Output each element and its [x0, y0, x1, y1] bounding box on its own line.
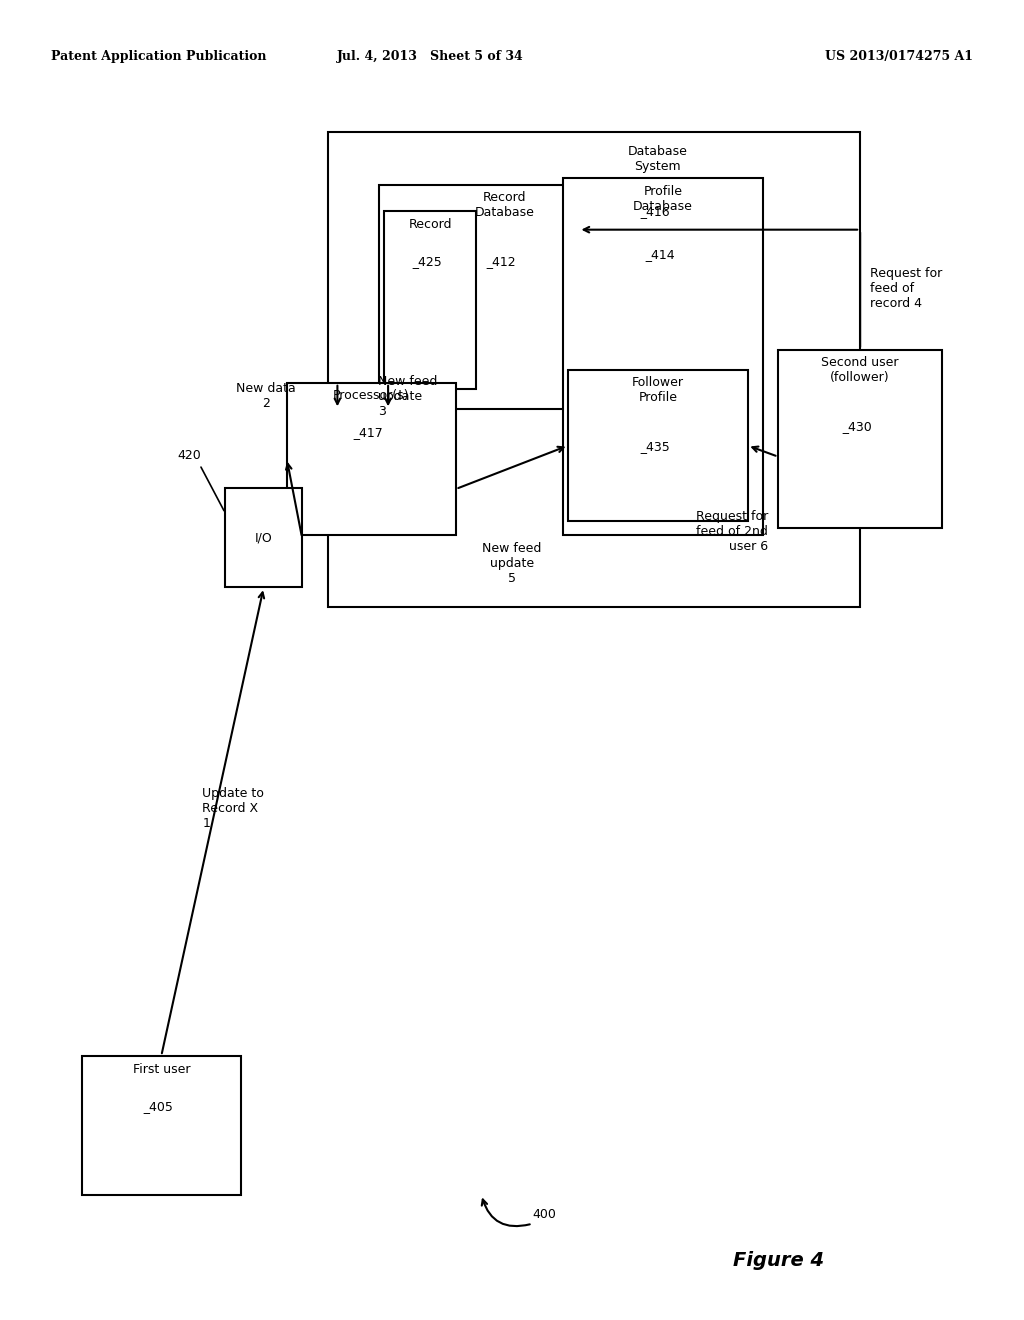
Text: ̲̲̲̲̲̲412: ̲̲̲̲̲̲412: [493, 255, 516, 268]
Text: Processor(s): Processor(s): [333, 389, 410, 403]
Text: ̲̲̲̲̲430: ̲̲̲̲̲430: [848, 420, 872, 433]
FancyBboxPatch shape: [287, 383, 456, 535]
Text: New feed
update
5: New feed update 5: [482, 543, 542, 585]
Text: Figure 4: Figure 4: [733, 1251, 823, 1270]
Text: 400: 400: [532, 1208, 556, 1221]
Text: ̲̲̲̲̲̲414: ̲̲̲̲̲̲414: [651, 248, 675, 261]
Text: US 2013/0174275 A1: US 2013/0174275 A1: [824, 50, 973, 63]
Text: Record
Database: Record Database: [475, 191, 535, 219]
FancyBboxPatch shape: [379, 185, 579, 409]
Text: New data
2: New data 2: [236, 381, 296, 411]
FancyBboxPatch shape: [82, 1056, 241, 1195]
Text: Database
System: Database System: [628, 145, 688, 173]
FancyBboxPatch shape: [568, 370, 748, 521]
Text: Request for
feed of
record 4: Request for feed of record 4: [870, 267, 943, 310]
Text: ̲̲̲̲̲̲̲417: ̲̲̲̲̲̲̲417: [359, 426, 383, 440]
Text: Profile
Database: Profile Database: [633, 185, 693, 213]
FancyBboxPatch shape: [328, 132, 860, 607]
Text: ̲̲̲̲̲435: ̲̲̲̲̲435: [646, 440, 670, 453]
Text: First user: First user: [132, 1063, 190, 1076]
Text: Follower
Profile: Follower Profile: [632, 376, 684, 404]
Text: Patent Application Publication: Patent Application Publication: [51, 50, 266, 63]
Text: 420: 420: [177, 449, 202, 462]
FancyBboxPatch shape: [225, 488, 302, 587]
Text: New feed
update
3: New feed update 3: [378, 375, 437, 417]
FancyBboxPatch shape: [563, 178, 763, 535]
FancyBboxPatch shape: [384, 211, 476, 389]
Text: ̲̲̲̲̲̲̲416: ̲̲̲̲̲̲̲416: [646, 205, 670, 218]
Text: Second user
(follower): Second user (follower): [821, 356, 899, 384]
Text: I/O: I/O: [255, 532, 272, 544]
FancyBboxPatch shape: [778, 350, 942, 528]
Text: Update to
Record X
1: Update to Record X 1: [203, 787, 264, 830]
Text: Jul. 4, 2013   Sheet 5 of 34: Jul. 4, 2013 Sheet 5 of 34: [337, 50, 523, 63]
Text: Request for
feed of 2nd
user 6: Request for feed of 2nd user 6: [695, 510, 768, 553]
Text: ̲̲̲̲̲405: ̲̲̲̲̲405: [150, 1100, 173, 1113]
Text: Record: Record: [409, 218, 452, 231]
Text: ̲̲̲̲̲425: ̲̲̲̲̲425: [418, 255, 442, 268]
